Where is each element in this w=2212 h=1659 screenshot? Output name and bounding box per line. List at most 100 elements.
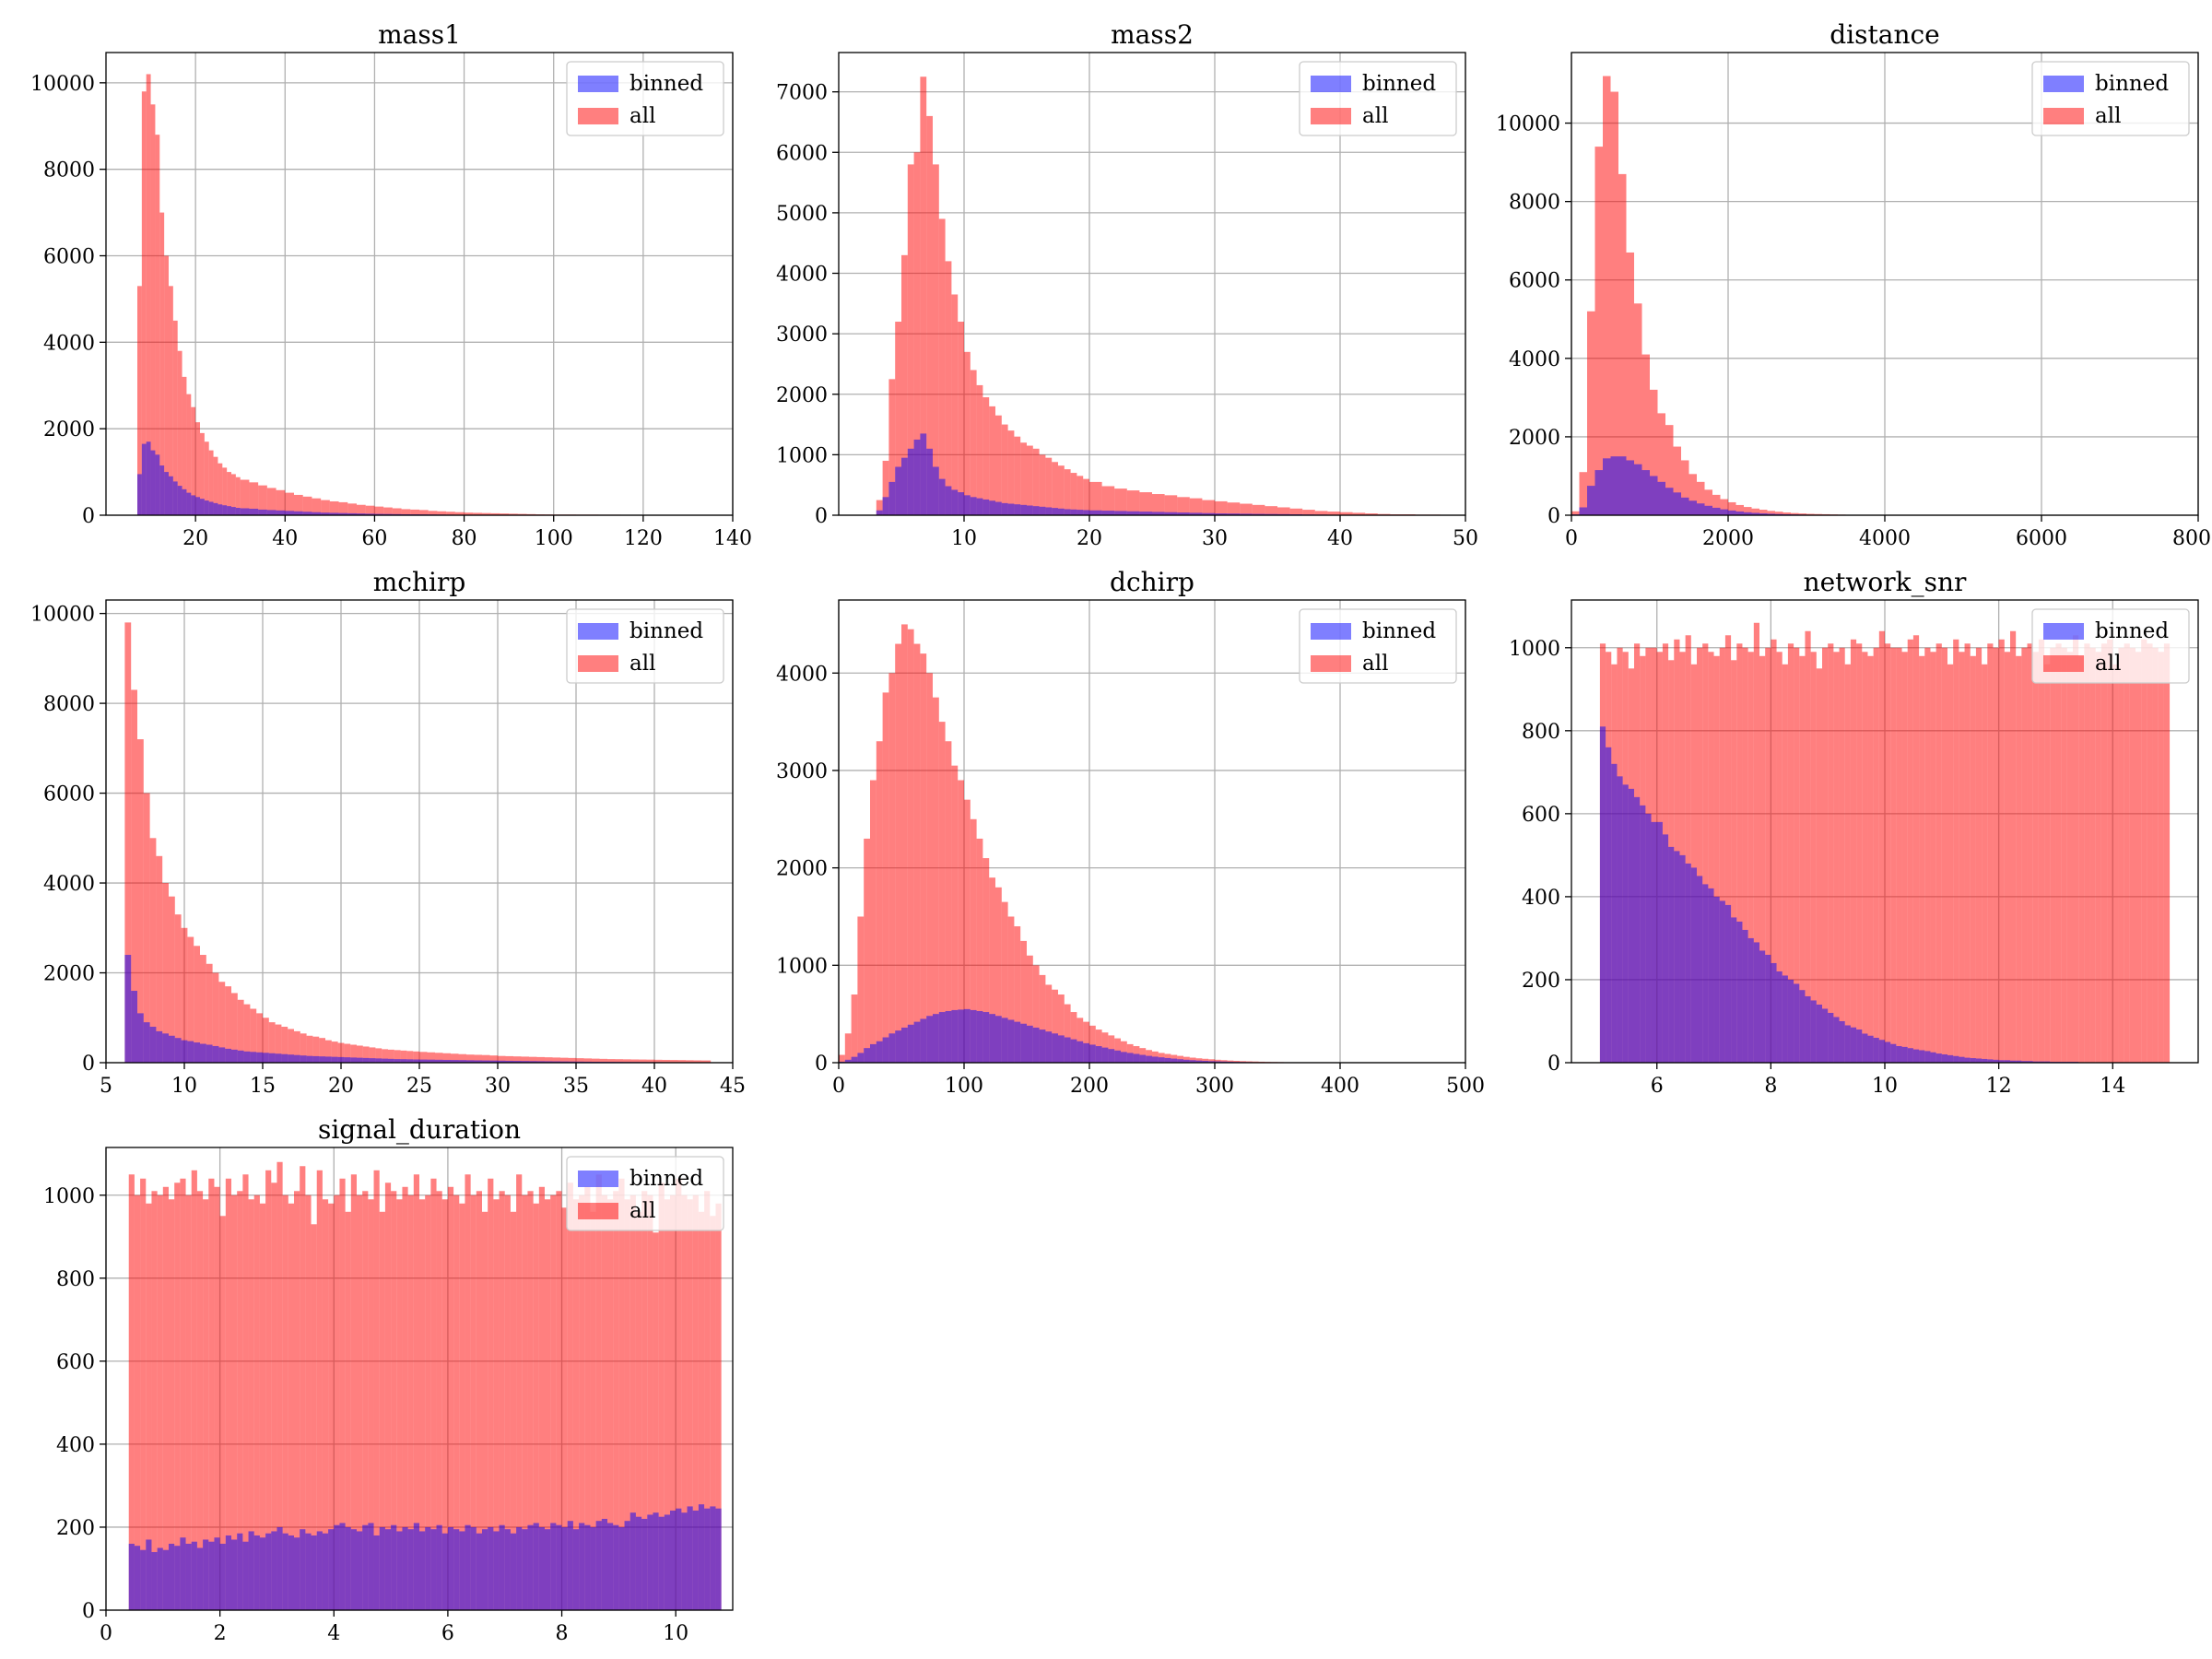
histogram-bar-binned — [522, 1529, 528, 1610]
histogram-bar-binned — [1697, 503, 1705, 515]
histogram-bar-binned — [375, 1058, 382, 1063]
histogram-bar-all — [1753, 622, 1759, 1063]
histogram-bar-all — [243, 1004, 251, 1063]
histogram-bar-binned — [162, 1549, 169, 1610]
histogram-bar-binned — [1587, 486, 1595, 515]
histogram-bar-binned — [870, 1043, 877, 1063]
histogram-bar-all — [513, 1056, 522, 1063]
histogram-bar-all — [646, 1059, 654, 1063]
histogram-bar-all — [545, 1199, 551, 1610]
histogram-bar-binned — [1993, 1059, 1999, 1063]
histogram-bar-all — [1189, 498, 1203, 515]
y-tick-label: 6000 — [43, 246, 95, 269]
histogram-bar-all — [517, 513, 527, 515]
histogram-bar-all — [1998, 639, 2005, 1063]
histogram-bar-binned — [400, 1059, 407, 1063]
histogram-bar-binned — [545, 1529, 551, 1610]
histogram-bar-binned — [1998, 1060, 2005, 1063]
histogram-bar-all — [187, 936, 194, 1063]
histogram-bar-all — [1681, 460, 1689, 515]
histogram-bar-all — [876, 500, 883, 515]
legend-label-all: all — [2095, 652, 2121, 676]
histogram-bar-all — [2158, 652, 2164, 1063]
histogram-bar-binned — [1126, 1053, 1134, 1063]
histogram-bar-binned — [1724, 904, 1732, 1063]
histogram-bar-binned — [629, 1512, 636, 1610]
histogram-bar-all — [128, 1174, 135, 1610]
x-tick-label: 10 — [1872, 1075, 1898, 1098]
histogram-bar-all — [623, 1059, 631, 1063]
x-tick-label: 2 — [214, 1622, 227, 1645]
histogram-bar-binned — [1947, 1054, 1954, 1063]
histogram-bar-binned — [635, 1516, 642, 1610]
histogram-bar-binned — [653, 1512, 659, 1610]
x-tick-label: 6000 — [2016, 527, 2067, 550]
histogram-bar-all — [938, 722, 946, 1063]
x-tick-label: 300 — [1195, 1075, 1234, 1098]
x-tick-label: 5 — [100, 1075, 112, 1098]
y-tick-label: 0 — [82, 1600, 95, 1623]
histogram-bar-binned — [513, 1061, 522, 1063]
histogram-bar-binned — [1679, 854, 1686, 1063]
histogram-bar-binned — [521, 1061, 529, 1063]
histogram-bar-all — [1352, 512, 1366, 515]
chart-title: signal_duration — [318, 1114, 521, 1145]
histogram-bar-all — [958, 780, 964, 1063]
histogram-bar-all — [442, 1053, 451, 1063]
histogram-bar-all — [2118, 647, 2124, 1063]
histogram-bar-all — [1039, 454, 1046, 515]
histogram-bar-binned — [567, 1521, 573, 1610]
histogram-bar-binned — [159, 465, 165, 515]
histogram-bar-binned — [1045, 1031, 1053, 1063]
histogram-bar-all — [2095, 652, 2101, 1063]
histogram-bar-binned — [1064, 509, 1071, 515]
histogram-bar-all — [162, 883, 169, 1063]
histogram-bar-binned — [1970, 1058, 1976, 1063]
histogram-bar-binned — [482, 1060, 490, 1063]
histogram-bar-all — [276, 1161, 283, 1610]
histogram-bar-all — [1641, 354, 1650, 515]
histogram-bar-all — [641, 1191, 648, 1610]
histogram-bar-binned — [1183, 1059, 1190, 1063]
histogram-bar-binned — [704, 1508, 711, 1610]
y-tick-label: 4000 — [43, 873, 95, 896]
histogram-bar-all — [1020, 940, 1027, 1063]
histogram-bar-all — [362, 1191, 369, 1610]
histogram-bar-all — [394, 1050, 401, 1063]
histogram-bar-all — [509, 513, 518, 515]
histogram-bar-all — [864, 838, 870, 1063]
histogram-bar-binned — [976, 1010, 983, 1063]
histogram-bar-binned — [368, 1523, 374, 1610]
histogram-bar-binned — [1668, 846, 1675, 1063]
histogram-bar-all — [1964, 643, 1971, 1063]
legend-label-all: all — [2095, 104, 2121, 128]
histogram-bar-all — [237, 1191, 243, 1610]
histogram-bar-all — [285, 492, 294, 515]
chart-title: mchirp — [373, 567, 466, 597]
y-tick-label: 600 — [56, 1351, 95, 1374]
histogram-bar-all — [2004, 652, 2010, 1063]
x-tick-label: 4000 — [1859, 527, 1911, 550]
histogram-bar-binned — [357, 1531, 363, 1610]
histogram-bar-all — [1077, 476, 1084, 515]
histogram-bar-all — [322, 1199, 329, 1610]
histogram-bar-binned — [288, 1535, 294, 1610]
x-tick-label: 80 — [452, 527, 477, 550]
histogram-bar-all — [218, 463, 223, 515]
histogram-bar-all — [595, 1174, 602, 1610]
x-tick-label: 40 — [1327, 527, 1353, 550]
histogram-bar-all — [1001, 424, 1008, 515]
histogram-bar-binned — [306, 1055, 313, 1063]
histogram-bar-all — [402, 1186, 408, 1610]
histogram-bar-all — [1114, 488, 1127, 515]
histogram-bar-binned — [124, 955, 132, 1063]
histogram-bar-binned — [334, 1524, 340, 1610]
y-tick-label: 8000 — [1509, 192, 1560, 215]
histogram-bar-all — [169, 286, 173, 515]
histogram-bar-all — [242, 1174, 249, 1610]
histogram-bar-binned — [177, 486, 182, 515]
histogram-bar-all — [2021, 647, 2028, 1063]
histogram-bar-all — [276, 489, 286, 515]
histogram-bar-all — [447, 1186, 454, 1610]
histogram-bar-binned — [231, 1539, 238, 1610]
